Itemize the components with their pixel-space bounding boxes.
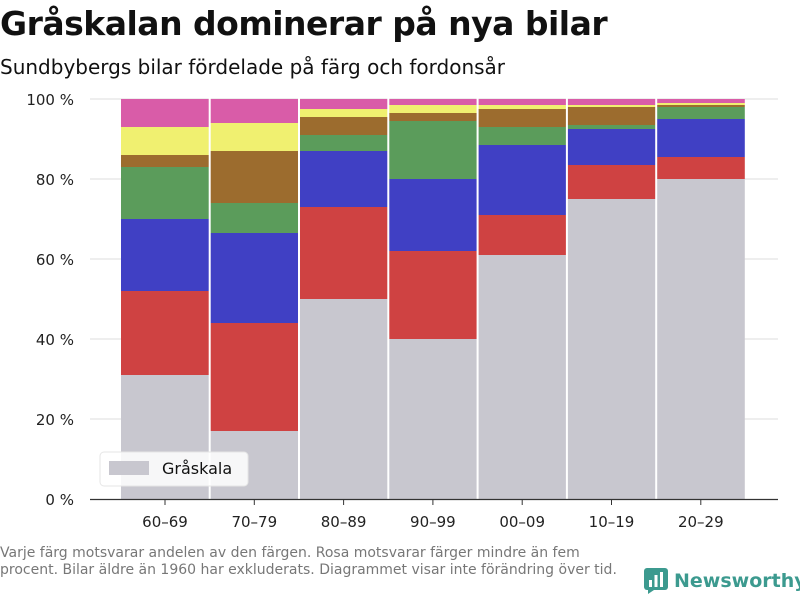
bar-chart-icon (644, 568, 668, 594)
bar-segment-5-0 (567, 199, 656, 499)
bar-segment-5-5 (567, 105, 656, 107)
bar-segment-4-5 (478, 105, 567, 109)
legend: Gråskala (99, 451, 249, 487)
bar-segment-2-5 (299, 109, 388, 117)
y-tick-label: 20 % (36, 411, 74, 429)
legend-box (99, 451, 249, 487)
bar-segment-6-6 (656, 99, 745, 103)
bar-segment-4-4 (478, 109, 567, 127)
x-tick-label: 60–69 (142, 513, 188, 531)
bar-segment-0-2 (121, 219, 209, 291)
bar-segment-1-2 (210, 233, 299, 323)
bar-segment-6-1 (656, 157, 745, 179)
bar-segment-1-3 (210, 203, 299, 233)
x-tick-label: 70–79 (231, 513, 277, 531)
bar-segment-6-3 (656, 107, 745, 119)
bar-segment-4-3 (478, 127, 567, 145)
bar-segment-2-1 (299, 207, 388, 299)
x-tick-label: 10–19 (589, 513, 635, 531)
bar-segment-0-1 (121, 291, 209, 375)
bar-segment-2-2 (299, 151, 388, 207)
bar-segment-3-2 (388, 179, 477, 251)
stacked-bar-chart: 60–69 70–79 80–89 90–99 00–09 10–19 20–29 0 % 20… (26, 91, 778, 531)
bar-segment-4-2 (478, 145, 567, 215)
bar-segment-2-6 (299, 99, 388, 109)
bar-segment-5-4 (567, 107, 656, 125)
bar-segment-2-4 (299, 117, 388, 135)
x-tick-label: 20–29 (678, 513, 724, 531)
bar-segment-4-0 (478, 255, 567, 499)
bar-segment-3-3 (388, 121, 477, 179)
bar-segment-5-1 (567, 165, 656, 199)
bar-segment-2-0 (299, 299, 388, 499)
bar-segment-1-4 (210, 151, 299, 203)
brand-name: Newsworthy (674, 570, 800, 592)
y-tick-label: 60 % (36, 251, 74, 269)
bar-segment-6-0 (656, 179, 745, 499)
bar-segment-6-5 (656, 103, 745, 105)
bar-segment-1-6 (210, 99, 299, 123)
bar-segment-0-4 (121, 155, 209, 167)
x-tick-label: 00–09 (499, 513, 545, 531)
bar-segment-0-3 (121, 167, 209, 219)
bar-segment-3-1 (388, 251, 477, 339)
bar-segment-0-5 (121, 127, 209, 155)
bar-segment-3-4 (388, 113, 477, 121)
bar-segment-3-6 (388, 99, 477, 105)
y-tick-label: 100 % (26, 91, 74, 109)
x-tick-label: 80–89 (321, 513, 367, 531)
bar-segment-2-3 (299, 135, 388, 151)
bar-segment-5-6 (567, 99, 656, 105)
bar-segment-3-0 (388, 339, 477, 499)
y-tick-label: 0 % (45, 491, 74, 509)
bar-segment-1-1 (210, 323, 299, 431)
bar-segment-6-4 (656, 105, 745, 107)
chart-title: Gråskalan dominerar på nya bilar (0, 4, 608, 43)
legend-swatch (109, 461, 149, 475)
y-tick-label: 40 % (36, 331, 74, 349)
bar-segment-6-2 (656, 119, 745, 157)
footnote: Varje färg motsvarar andelen av den färg… (0, 545, 617, 578)
legend-label: Gråskala (162, 459, 232, 478)
bar-segment-3-5 (388, 105, 477, 113)
bar-segment-4-6 (478, 99, 567, 105)
bar-segment-5-2 (567, 129, 656, 165)
bar-segment-4-1 (478, 215, 567, 255)
bar-segment-1-5 (210, 123, 299, 151)
newsworthy-logo[interactable]: Newsworthy (644, 568, 800, 594)
bar-segment-0-6 (121, 99, 209, 127)
y-tick-label: 80 % (36, 171, 74, 189)
x-tick-label: 90–99 (410, 513, 456, 531)
chart-subtitle: Sundbybergs bilar fördelade på färg och … (0, 55, 506, 79)
bar-segment-5-3 (567, 125, 656, 129)
